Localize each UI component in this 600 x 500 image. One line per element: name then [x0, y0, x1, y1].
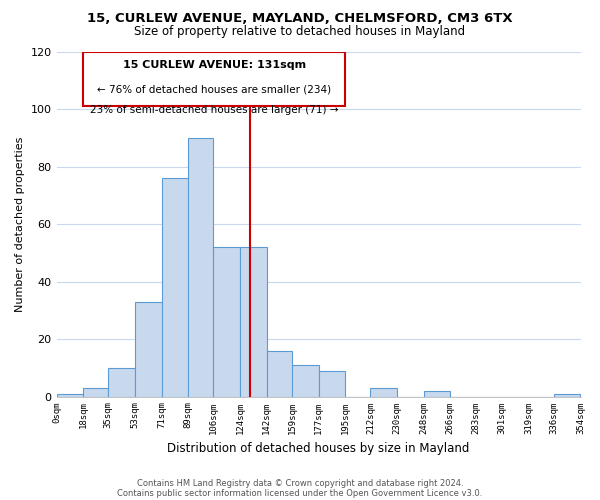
- Text: 15 CURLEW AVENUE: 131sqm: 15 CURLEW AVENUE: 131sqm: [122, 60, 306, 70]
- Text: ← 76% of detached houses are smaller (234): ← 76% of detached houses are smaller (23…: [97, 84, 331, 94]
- Bar: [267, 350, 292, 397]
- Bar: [240, 247, 267, 396]
- Bar: [56, 394, 83, 396]
- Bar: [424, 391, 450, 396]
- FancyBboxPatch shape: [83, 52, 345, 106]
- Text: 23% of semi-detached houses are larger (71) →: 23% of semi-detached houses are larger (…: [90, 105, 338, 115]
- Text: Contains HM Land Registry data © Crown copyright and database right 2024.: Contains HM Land Registry data © Crown c…: [137, 478, 463, 488]
- Bar: [370, 388, 397, 396]
- Y-axis label: Number of detached properties: Number of detached properties: [15, 136, 25, 312]
- Bar: [319, 370, 345, 396]
- Bar: [188, 138, 214, 396]
- Bar: [109, 368, 135, 396]
- Text: Size of property relative to detached houses in Mayland: Size of property relative to detached ho…: [134, 25, 466, 38]
- Bar: [554, 394, 580, 396]
- Bar: [292, 365, 319, 396]
- Bar: [135, 302, 161, 396]
- Bar: [214, 247, 240, 396]
- Bar: [161, 178, 188, 396]
- X-axis label: Distribution of detached houses by size in Mayland: Distribution of detached houses by size …: [167, 442, 470, 455]
- Text: 15, CURLEW AVENUE, MAYLAND, CHELMSFORD, CM3 6TX: 15, CURLEW AVENUE, MAYLAND, CHELMSFORD, …: [87, 12, 513, 26]
- Text: Contains public sector information licensed under the Open Government Licence v3: Contains public sector information licen…: [118, 488, 482, 498]
- Bar: [83, 388, 109, 396]
